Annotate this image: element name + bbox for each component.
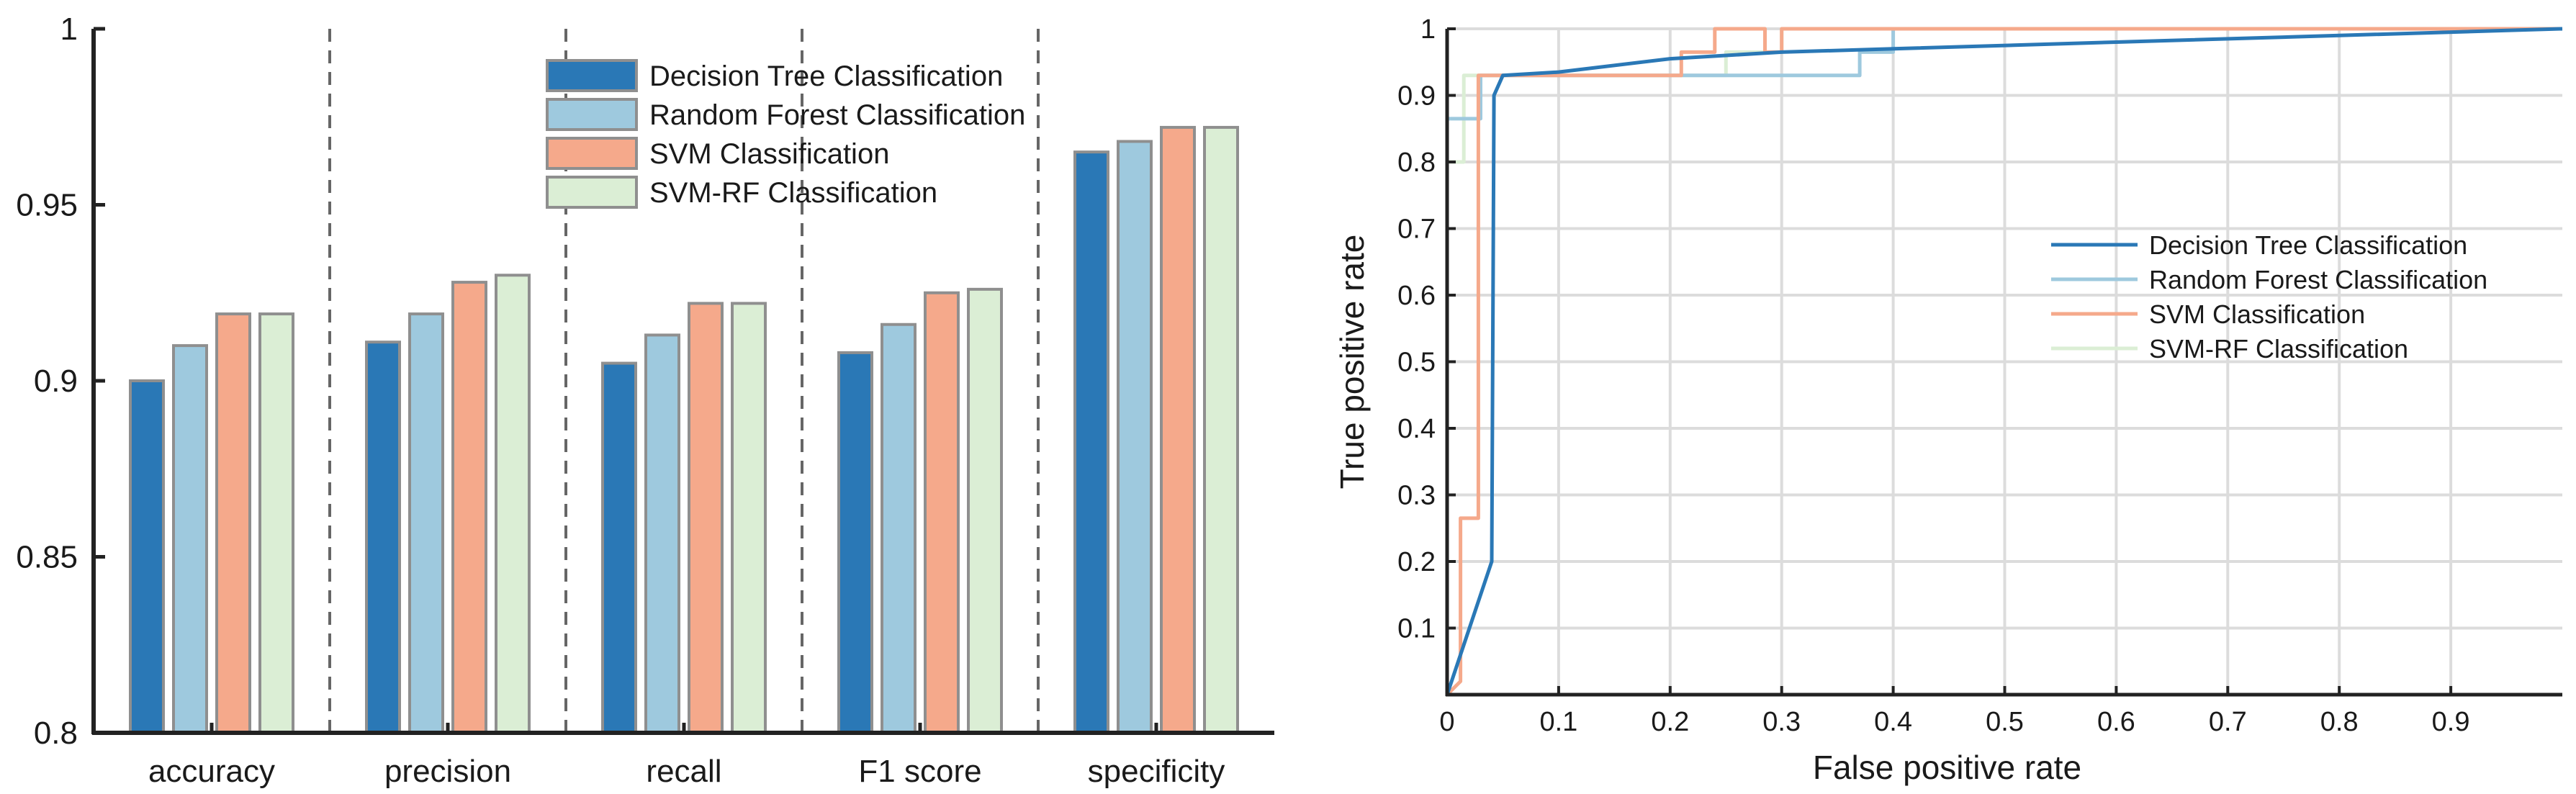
bar-f1-score-decision-tree-classification: [837, 351, 873, 734]
legend-label-svm-classification: SVM Classification: [2149, 299, 2365, 329]
x-axis-label: False positive rate: [1813, 749, 2081, 786]
legend-label-random-forest-classification: Random Forest Classification: [649, 99, 1025, 131]
x-tick-label: 0.7: [2209, 707, 2247, 737]
legend-label-svm-rf-classification: SVM-RF Classification: [2149, 334, 2408, 364]
bar-f1-score-random-forest-classification: [881, 322, 917, 734]
legend-swatch-decision-tree-classification: [546, 59, 638, 92]
y-tick-label: 0.9: [34, 364, 78, 399]
bar-specificity-decision-tree-classification: [1073, 150, 1109, 734]
x-tick-label: 0.4: [1874, 707, 1912, 737]
y-tick-label: 0.9: [1397, 81, 1436, 112]
x-tick-label: 0.9: [2432, 707, 2470, 737]
y-axis-label: True positive rate: [1333, 235, 1371, 490]
bar-accuracy-svm-rf-classification: [258, 312, 294, 734]
legend-label-random-forest-classification: Random Forest Classification: [2149, 265, 2487, 294]
roc-line-random-forest-classification: [1445, 27, 2562, 162]
y-tick-label: 0.3: [1397, 481, 1436, 511]
x-tick-label-accuracy: accuracy: [148, 754, 275, 789]
x-tick-label: 0.3: [1762, 707, 1801, 737]
x-tick-label: 0: [1439, 707, 1454, 737]
legend-swatch-svm-rf-classification: [546, 176, 638, 209]
x-tick-label: 0.6: [2097, 707, 2135, 737]
x-tick-label-f1-score: F1 score: [858, 754, 981, 789]
y-tick-label: 0.5: [1397, 348, 1436, 378]
bar-f1-score-svm-classification: [924, 291, 960, 734]
x-tick-label: 0.5: [1986, 707, 2024, 737]
y-tick-label: 0.1: [1397, 614, 1436, 644]
bar-recall-svm-classification: [688, 302, 724, 735]
y-tick-label: 0.85: [16, 540, 78, 575]
bar-chart-metrics: 0.8 0.85 0.9 0.95 1 accuracy precision recall F1…: [16, 12, 1274, 789]
bar-accuracy-svm-classification: [215, 312, 251, 734]
bar-accuracy-decision-tree-classification: [129, 379, 165, 734]
y-tick-label: 1: [1420, 14, 1436, 45]
bar-precision-random-forest-classification: [408, 312, 444, 734]
y-tick-label: 0.8: [1397, 148, 1436, 178]
bar-precision-svm-classification: [451, 281, 487, 734]
legend-label-decision-tree-classification: Decision Tree Classification: [2149, 230, 2467, 260]
legend-label-svm-rf-classification: SVM-RF Classification: [649, 177, 937, 209]
y-tick-label: 0.6: [1397, 281, 1436, 311]
bar-recall-decision-tree-classification: [601, 361, 637, 734]
y-tick-label: 0.8: [34, 716, 78, 751]
x-tick-label: 0.2: [1651, 707, 1689, 737]
legend-label-decision-tree-classification: Decision Tree Classification: [649, 60, 1003, 92]
y-tick-label: 0.2: [1397, 547, 1436, 577]
y-tick-label: 0.7: [1397, 215, 1436, 245]
x-tick-label-recall: recall: [646, 754, 721, 789]
legend-label-svm-classification: SVM Classification: [649, 138, 889, 170]
bar-precision-decision-tree-classification: [365, 340, 401, 734]
y-tick-label: 0.4: [1397, 414, 1436, 444]
bar-recall-random-forest-classification: [644, 333, 680, 734]
bar-f1-score-svm-rf-classification: [967, 287, 1003, 734]
x-tick-label: 0.1: [1539, 707, 1577, 737]
y-tick-label: 1: [60, 12, 78, 47]
bar-accuracy-random-forest-classification: [172, 344, 208, 735]
x-tick-label: 0.8: [2320, 707, 2359, 737]
bar-specificity-svm-rf-classification: [1203, 125, 1239, 735]
legend-swatch-random-forest-classification: [546, 98, 638, 131]
bar-specificity-random-forest-classification: [1117, 140, 1153, 735]
legend-swatch-svm-classification: [546, 137, 638, 170]
y-tick-label: 0.95: [16, 188, 78, 223]
roc-chart: 0 0.1 0.2 0.3 0.4 0.5 0.6 0.7 0.8 0.9 0.1 0.2 0.3 0.4…: [1333, 14, 2563, 786]
roc-line-decision-tree-classification: [1445, 27, 2563, 695]
bar-recall-svm-rf-classification: [731, 302, 767, 735]
bar-specificity-svm-classification: [1160, 125, 1196, 735]
x-tick-label-specificity: specificity: [1088, 754, 1225, 789]
x-tick-label-precision: precision: [384, 754, 511, 789]
bar-precision-svm-rf-classification: [495, 274, 531, 734]
